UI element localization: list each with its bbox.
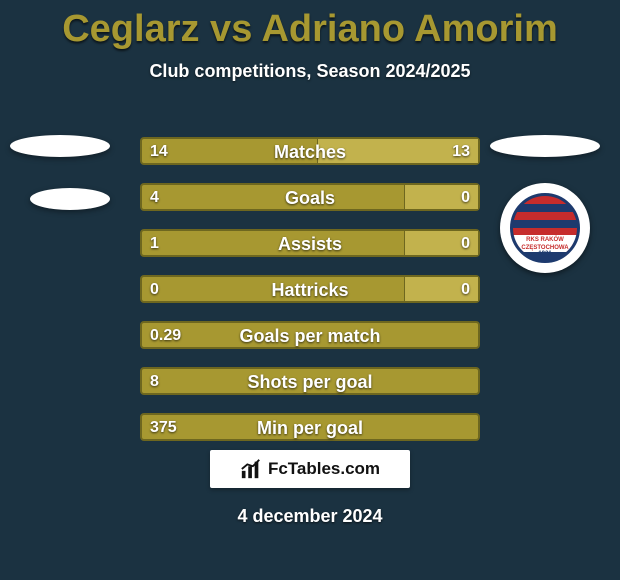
bar-value-left: 0: [150, 276, 159, 304]
bar-value-left: 4: [150, 184, 159, 212]
fctables-logo: FcTables.com: [210, 450, 410, 488]
footer-date: 4 december 2024: [0, 506, 620, 527]
bar-track: [140, 367, 480, 395]
bar-track: [140, 137, 480, 165]
bar-row: 0.29 Goals per match: [0, 312, 620, 358]
bar-track: [140, 183, 480, 211]
bar-value-right: 13: [452, 138, 470, 166]
crest-text: RKS RAKÓW CZĘSTOCHOWA: [513, 235, 577, 252]
comparison-bars: 14 Matches 13 4 Goals 0 1 Assists 0 0 Ha…: [0, 128, 620, 450]
bar-row: 0 Hattricks 0: [0, 266, 620, 312]
page-title: Ceglarz vs Adriano Amorim: [0, 8, 620, 51]
bar-track: [140, 229, 480, 257]
bar-chart-icon: [240, 458, 262, 480]
club-crest: RKS RAKÓW CZĘSTOCHOWA 1921: [500, 183, 590, 273]
bar-row: 8 Shots per goal: [0, 358, 620, 404]
bar-value-right: 0: [461, 184, 470, 212]
crest-icon: RKS RAKÓW CZĘSTOCHOWA 1921: [510, 193, 580, 263]
bar-value-left: 1: [150, 230, 159, 258]
bar-track: [140, 321, 480, 349]
bar-value-left: 14: [150, 138, 168, 166]
bar-value-right: 0: [461, 276, 470, 304]
bar-track: [140, 275, 480, 303]
player-right-photo-placeholder: [490, 135, 600, 157]
logo-text: FcTables.com: [268, 459, 380, 479]
crest-year: 1921: [513, 251, 577, 260]
player-left-photo-placeholder: [10, 135, 110, 157]
bar-value-left: 375: [150, 414, 177, 442]
player-left-photo-placeholder: [30, 188, 110, 210]
bar-value-left: 8: [150, 368, 159, 396]
bar-value-left: 0.29: [150, 322, 181, 350]
bar-value-right: 0: [461, 230, 470, 258]
bar-track: [140, 413, 480, 441]
page-subtitle: Club competitions, Season 2024/2025: [0, 61, 620, 82]
bar-row: 375 Min per goal: [0, 404, 620, 450]
crest-text-top: RKS RAKÓW: [526, 237, 564, 243]
